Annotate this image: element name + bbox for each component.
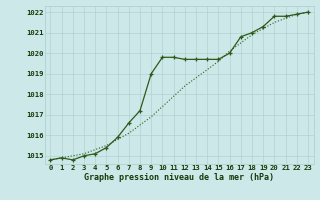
X-axis label: Graphe pression niveau de la mer (hPa): Graphe pression niveau de la mer (hPa) (84, 173, 274, 182)
